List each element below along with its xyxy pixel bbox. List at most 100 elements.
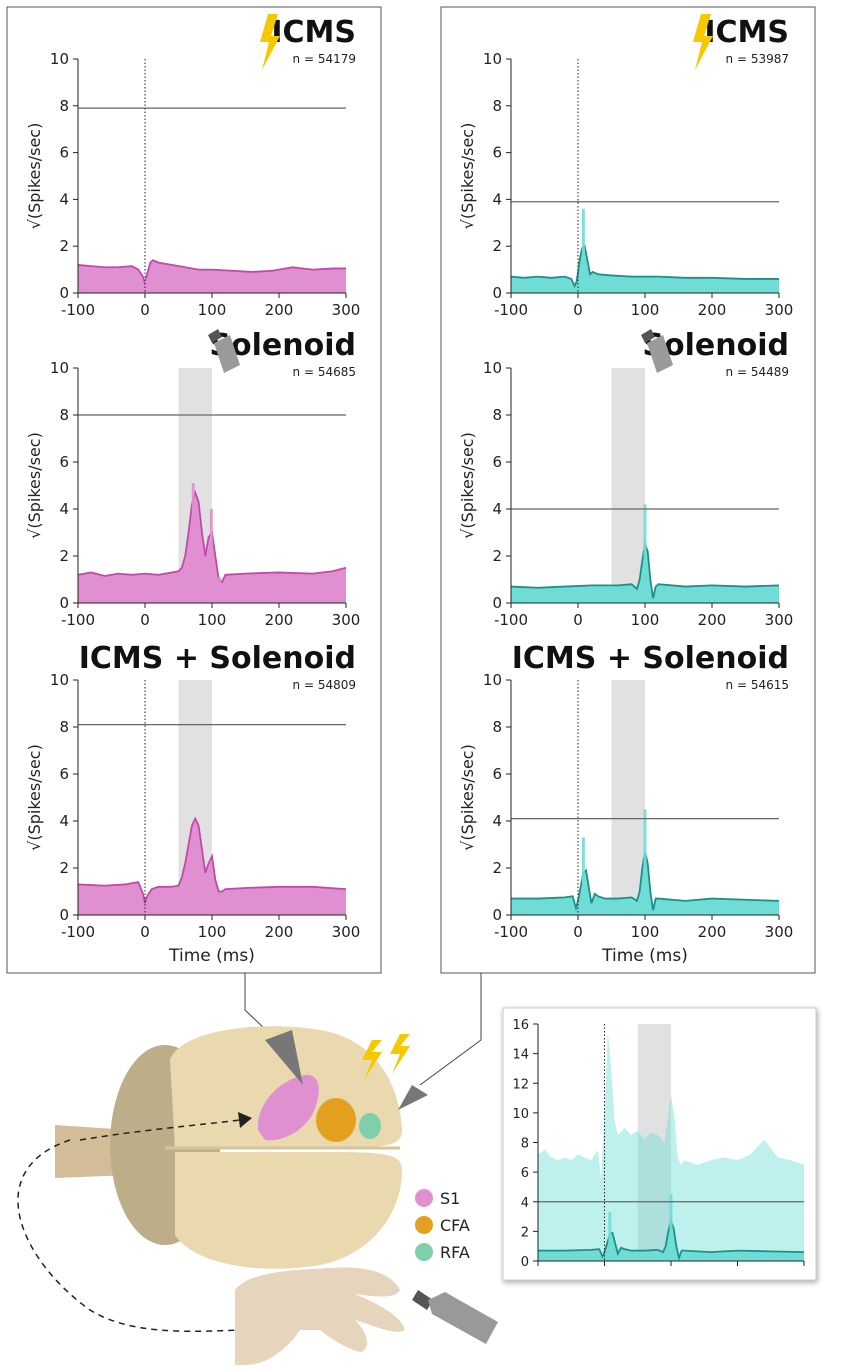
chart-title: ICMS xyxy=(704,15,789,50)
solenoid-icon xyxy=(647,335,673,373)
y-tick-label: 8 xyxy=(59,406,69,424)
x-tick-label: -100 xyxy=(61,923,95,941)
legend-s1-swatch xyxy=(415,1189,433,1207)
x-tick-label: 200 xyxy=(265,611,294,629)
y-tick-label: 0 xyxy=(492,906,502,924)
y-tick-label: 4 xyxy=(492,500,502,518)
x-tick-label: 300 xyxy=(332,923,361,941)
spike-bar xyxy=(217,577,221,603)
y-tick-label: 16 xyxy=(512,1018,529,1033)
y-tick-label: 8 xyxy=(59,718,69,736)
x-axis-label: Time (ms) xyxy=(601,946,688,966)
series-line xyxy=(77,489,347,584)
spike-bar xyxy=(581,837,585,915)
y-axis-label: √(Spikes/sec) xyxy=(25,123,44,230)
y-tick-label: 0 xyxy=(59,906,69,924)
y-tick-label: 2 xyxy=(59,547,69,565)
rfa-connector-line xyxy=(419,973,482,1086)
y-tick-label: 10 xyxy=(50,359,69,377)
x-tick-label: 300 xyxy=(765,611,794,629)
y-tick-label: 8 xyxy=(492,406,502,424)
y-tick-label: 10 xyxy=(512,1107,529,1122)
hand-shape xyxy=(235,1267,405,1365)
solenoid-tip-icon xyxy=(641,329,655,343)
chart-7: 0 2 4 6 8 10 12 14 16 xyxy=(512,1018,805,1270)
series-line xyxy=(511,851,780,912)
y-tick-label: 0 xyxy=(59,594,69,612)
region-legend: S1 CFA RFA xyxy=(415,1189,470,1262)
lightning-icon xyxy=(693,14,713,70)
y-tick-label: 6 xyxy=(492,453,502,471)
y-tick-label: 6 xyxy=(59,144,69,162)
y-tick-label: 14 xyxy=(512,1048,529,1063)
s1-panel-frame xyxy=(6,6,382,974)
x-tick-label: 0 xyxy=(573,301,583,319)
lightning-icon xyxy=(362,1040,382,1080)
x-tick-label: 0 xyxy=(140,923,150,941)
spike-bar xyxy=(669,1194,673,1261)
y-tick-label: 2 xyxy=(59,859,69,877)
x-tick-label: 0 xyxy=(140,611,150,629)
spike-bar xyxy=(142,288,146,293)
cfa-region xyxy=(316,1098,356,1142)
legend-s1-label: S1 xyxy=(440,1189,460,1208)
chart-title: ICMS + Solenoid xyxy=(512,641,789,676)
brain-illustration xyxy=(17,1026,428,1333)
series-area xyxy=(78,818,346,915)
y-axis-label: √(Spikes/sec) xyxy=(25,744,44,851)
x-tick-label: 100 xyxy=(631,611,660,629)
n-count-label: n = 54685 xyxy=(293,365,356,379)
solenoid-icon xyxy=(214,335,240,373)
rfa-region xyxy=(359,1113,381,1139)
x-tick-label: 100 xyxy=(631,301,660,319)
y-axis-label: √(Spikes/sec) xyxy=(458,432,477,539)
x-tick-label: 100 xyxy=(198,611,227,629)
y-tick-label: 2 xyxy=(492,547,502,565)
series-line xyxy=(77,816,347,904)
x-tick-label: 200 xyxy=(265,923,294,941)
spike-bar xyxy=(209,509,213,603)
y-axis-label: √(Spikes/sec) xyxy=(458,744,477,851)
spike-bar xyxy=(643,504,647,603)
n-count-label: n = 53987 xyxy=(726,52,789,66)
x-tick-label: 100 xyxy=(198,923,227,941)
y-tick-label: 10 xyxy=(50,50,69,68)
x-tick-label: -100 xyxy=(61,301,95,319)
y-tick-label: 6 xyxy=(521,1166,529,1181)
x-tick-label: 200 xyxy=(698,923,727,941)
spike-bar xyxy=(643,809,647,915)
legend-cfa-label: CFA xyxy=(440,1216,470,1235)
series-area xyxy=(511,246,779,293)
y-tick-label: 8 xyxy=(492,718,502,736)
solenoid-tip xyxy=(412,1290,433,1310)
y-tick-label: 10 xyxy=(483,671,502,689)
x-tick-label: 300 xyxy=(332,611,361,629)
pathway-dashed-line xyxy=(79,1119,241,1141)
y-tick-label: 4 xyxy=(492,190,502,208)
y-tick-label: 8 xyxy=(59,97,69,115)
x-axis-label: Time (ms) xyxy=(168,946,255,966)
y-tick-label: 0 xyxy=(59,284,69,302)
y-tick-label: 8 xyxy=(521,1137,529,1152)
x-tick-label: 300 xyxy=(765,923,794,941)
x-tick-label: 300 xyxy=(332,301,361,319)
n-count-label: n = 54809 xyxy=(293,678,356,692)
y-tick-label: 2 xyxy=(521,1225,529,1240)
y-tick-label: 6 xyxy=(59,765,69,783)
x-tick-label: -100 xyxy=(494,301,528,319)
y-tick-label: 2 xyxy=(492,237,502,255)
x-tick-label: 200 xyxy=(698,301,727,319)
y-tick-label: 6 xyxy=(59,453,69,471)
series-line xyxy=(77,259,346,284)
s1-electrode-icon xyxy=(265,1030,303,1085)
legend-cfa-swatch xyxy=(415,1216,433,1234)
x-tick-label: -100 xyxy=(494,611,528,629)
chart-title: ICMS + Solenoid xyxy=(79,641,356,676)
n-count-label: n = 54179 xyxy=(293,52,356,66)
arrow-head-icon xyxy=(238,1112,252,1128)
